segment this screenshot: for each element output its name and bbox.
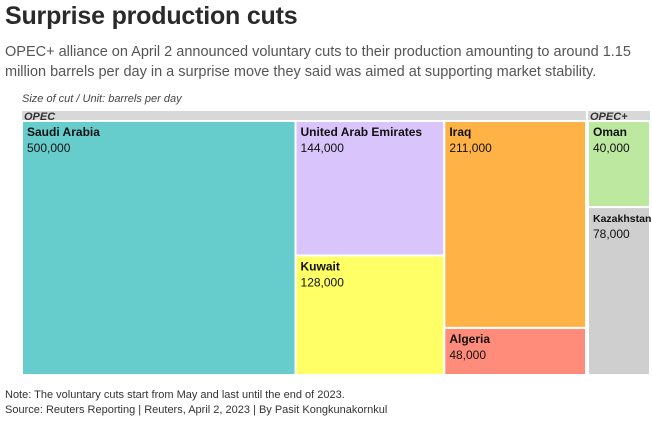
cell-value-saudi-arabia: 500,000 [27,141,71,155]
cell-algeria [443,326,587,376]
footer-notes: Note: The voluntary cuts start from May … [5,388,387,418]
footer-note: Note: The voluntary cuts start from May … [5,389,345,401]
size-unit-note: Size of cut / Unit: barrels per day [22,93,182,105]
cell-value-kuwait: 128,000 [301,275,345,289]
cell-united-arab-emirates [294,120,446,257]
cell-label-kazakhstan: Kazakhstan [593,213,651,225]
cell-value-oman: 40,000 [593,141,630,155]
cell-label-saudi-arabia: Saudi Arabia [27,125,100,139]
chart-title: Surprise production cuts [5,2,298,30]
cell-saudi-arabia [21,120,297,376]
cell-value-kazakhstan: 78,000 [593,227,630,241]
chart-subtitle: OPEC+ alliance on April 2 announced volu… [5,44,631,80]
cell-label-kuwait: Kuwait [301,259,340,273]
cell-value-united-arab-emirates: 144,000 [301,141,345,155]
cell-label-algeria: Algeria [449,332,490,346]
cell-iraq [443,120,587,329]
cell-label-iraq: Iraq [449,125,471,139]
footer-source: Source: Reuters Reporting | Reuters, Apr… [5,404,388,416]
cell-kuwait [294,254,446,376]
cell-label-oman: Oman [593,125,627,139]
cell-value-algeria: 48,000 [449,348,486,362]
cell-label-united-arab-emirates: United Arab Emirates [301,125,423,139]
cell-kazakhstan [587,206,651,376]
cell-value-iraq: 211,000 [449,141,492,155]
